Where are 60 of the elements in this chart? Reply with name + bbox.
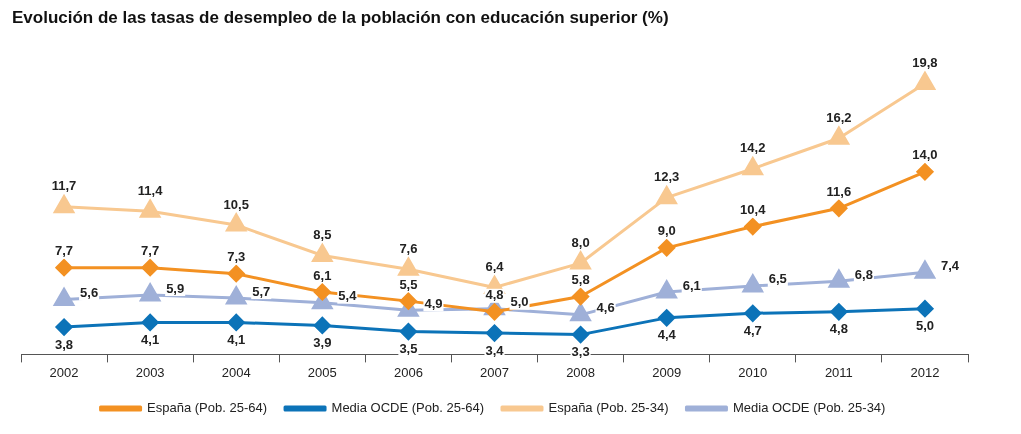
legend-label: Media OCDE (Pob. 25-64) bbox=[331, 400, 484, 416]
data-label: 5,5 bbox=[399, 276, 418, 292]
data-label: 12,3 bbox=[654, 169, 680, 185]
data-label: 9,0 bbox=[657, 223, 676, 239]
x-tick-label: 2012 bbox=[910, 364, 940, 380]
data-label: 5,7 bbox=[252, 283, 271, 299]
data-label: 4,6 bbox=[596, 300, 615, 316]
data-label: 7,3 bbox=[227, 249, 246, 265]
data-label: 10,5 bbox=[223, 196, 249, 212]
data-label: 19,8 bbox=[912, 55, 938, 71]
data-label: 6,4 bbox=[485, 259, 505, 275]
data-label: 8,0 bbox=[571, 234, 590, 250]
data-label: 14,0 bbox=[912, 147, 938, 163]
x-tick-label: 2008 bbox=[566, 364, 596, 380]
data-label: 5,6 bbox=[80, 285, 99, 301]
data-label: 8,5 bbox=[313, 227, 332, 243]
data-label: 11,6 bbox=[826, 183, 852, 199]
x-tick-label: 2006 bbox=[393, 364, 423, 380]
data-label: 4,9 bbox=[424, 295, 443, 311]
legend-label: Media OCDE (Pob. 25-34) bbox=[732, 400, 886, 416]
data-label: 5,9 bbox=[166, 280, 185, 296]
data-label: 5,8 bbox=[571, 272, 590, 288]
data-label: 16,2 bbox=[826, 109, 852, 125]
data-label: 5,0 bbox=[915, 318, 934, 334]
chart-title: Evolución de las tasas de desempleo de la población con educación superior (%) bbox=[12, 8, 670, 28]
data-label: 6,5 bbox=[768, 271, 787, 287]
x-tick-label: 2004 bbox=[221, 364, 251, 380]
data-label: 6,1 bbox=[682, 277, 701, 293]
data-label: 10,4 bbox=[740, 202, 767, 218]
x-tick-label: 2009 bbox=[652, 364, 682, 380]
x-tick-label: 2011 bbox=[824, 364, 853, 380]
data-label: 3,4 bbox=[485, 342, 505, 358]
data-label: 14,2 bbox=[740, 140, 766, 156]
data-label: 6,1 bbox=[313, 267, 332, 283]
data-label: 4,7 bbox=[743, 322, 762, 338]
data-label: 4,1 bbox=[227, 332, 246, 348]
legend-label: España (Pob. 25-34) bbox=[548, 400, 669, 416]
x-tick-label: 2010 bbox=[738, 364, 768, 380]
legend-label: España (Pob. 25-64) bbox=[147, 400, 268, 416]
data-label: 3,9 bbox=[313, 335, 332, 351]
data-label: 7,4 bbox=[940, 257, 960, 273]
data-label: 4,4 bbox=[657, 327, 677, 343]
data-label: 3,5 bbox=[399, 341, 418, 357]
data-label: 7,7 bbox=[55, 243, 74, 259]
data-label: 11,4 bbox=[137, 182, 164, 198]
data-label: 3,3 bbox=[571, 344, 590, 360]
data-label: 4,8 bbox=[829, 321, 848, 337]
data-label: 3,8 bbox=[55, 336, 74, 352]
data-label: 11,7 bbox=[51, 178, 77, 194]
data-label: 5,4 bbox=[338, 288, 358, 304]
data-label: 6,8 bbox=[854, 266, 873, 282]
data-label: 4,1 bbox=[141, 332, 160, 348]
data-label: 7,7 bbox=[141, 243, 160, 259]
data-label: 5,0 bbox=[510, 294, 529, 310]
data-label: 7,6 bbox=[399, 240, 418, 256]
x-tick-label: 2005 bbox=[307, 364, 337, 380]
x-tick-label: 2002 bbox=[49, 364, 79, 380]
x-tick-label: 2007 bbox=[480, 364, 509, 380]
data-label: 4,8 bbox=[485, 287, 504, 303]
x-tick-label: 2003 bbox=[135, 364, 165, 380]
